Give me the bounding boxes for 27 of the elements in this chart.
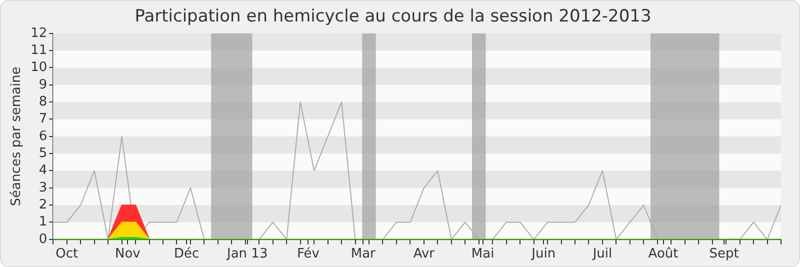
x-tick-label: Août [648, 246, 678, 262]
y-tick-label: 8 [38, 94, 48, 110]
chart-title: Participation en hemicycle au cours de la session 2012-2013 [134, 6, 652, 27]
y-tick-label: 6 [38, 128, 48, 144]
y-tick-label: 5 [38, 146, 48, 161]
x-tick-label: Mar [350, 246, 376, 262]
y-tick-label: 7 [38, 112, 48, 127]
x-tick-label: Fév [296, 246, 320, 262]
y-tick-label: 11 [30, 42, 48, 58]
x-tick-label: Juin [530, 246, 556, 262]
y-tick-label: 1 [38, 214, 48, 230]
y-tick-label: 3 [38, 180, 48, 196]
y-tick-label: 10 [30, 60, 48, 76]
x-tick-label: Oct [56, 246, 78, 262]
x-tick-label: Mai [471, 246, 494, 262]
y-tick-label: 9 [38, 77, 48, 92]
y-tick-label: 2 [38, 197, 48, 212]
x-tick-label: Juil [592, 246, 612, 262]
x-tick-label: Sept [709, 246, 739, 262]
x-tick-label: Nov [115, 246, 141, 262]
x-tick-label: Jan 13 [226, 246, 268, 262]
x-tick-label: Déc [174, 246, 200, 262]
x-tick-label: Avr [413, 246, 436, 262]
y-tick-label: 4 [38, 163, 48, 178]
y-tick-label: 12 [30, 26, 48, 41]
y-tick-label: 0 [38, 232, 48, 247]
y-axis-title: Séances par semaine [9, 66, 24, 206]
